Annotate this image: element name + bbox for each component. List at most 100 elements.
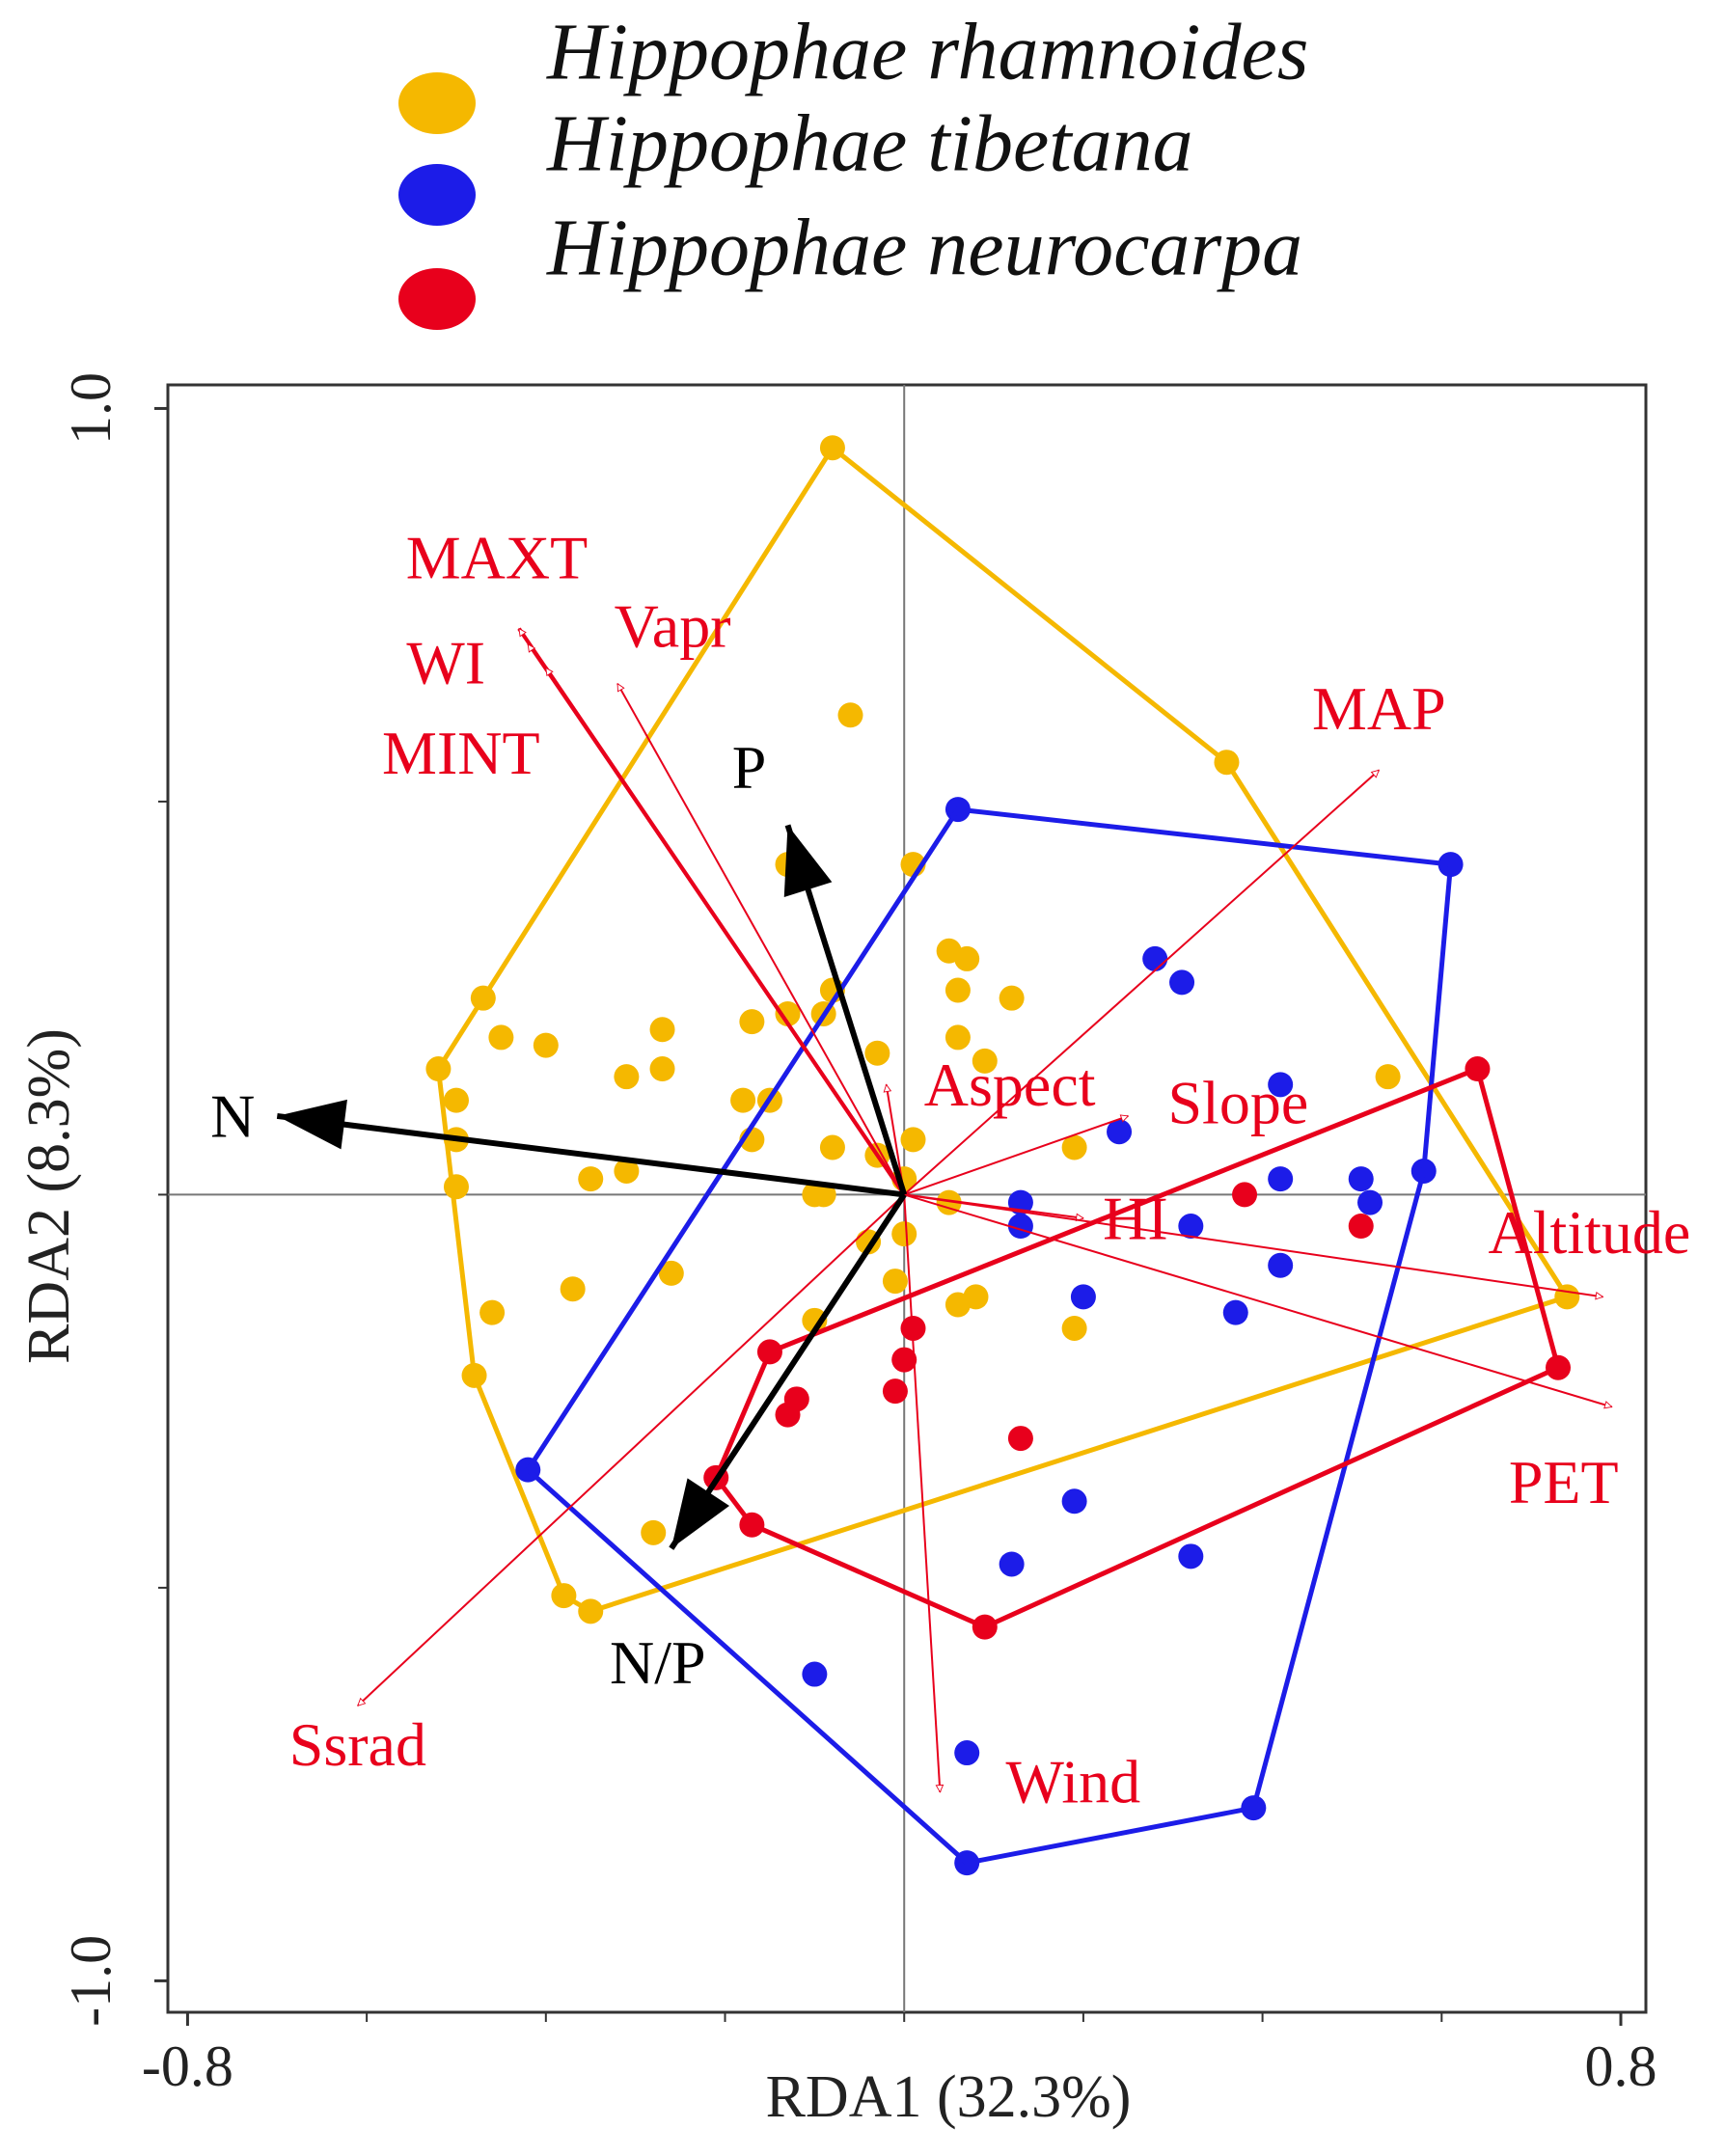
data-point <box>1142 945 1168 971</box>
legend-marker <box>398 268 476 330</box>
vector-label: PET <box>1509 1448 1619 1516</box>
vector-label: Aspect <box>924 1051 1096 1119</box>
data-point <box>1178 1543 1204 1569</box>
vector-arrow <box>903 1116 1128 1196</box>
data-point <box>972 1048 998 1074</box>
vector-label: Ssrad <box>289 1710 426 1779</box>
vector-label: Wind <box>1006 1747 1141 1815</box>
data-point <box>999 1551 1025 1577</box>
vector-label: MAP <box>1312 674 1446 743</box>
data-point <box>1268 1252 1294 1278</box>
data-point <box>963 1284 989 1310</box>
data-point <box>837 702 863 728</box>
plot-frame <box>166 383 1648 2014</box>
data-point <box>802 1307 828 1333</box>
vector-arrow <box>903 769 1379 1196</box>
data-point <box>1348 1166 1374 1192</box>
data-point <box>891 1221 917 1247</box>
data-point <box>614 1158 640 1184</box>
data-point <box>1070 1284 1096 1310</box>
data-point <box>1268 1166 1294 1192</box>
legend-label: Hippophae tibetana <box>546 98 1193 188</box>
data-point <box>775 1000 801 1026</box>
data-point <box>1232 1182 1258 1208</box>
data-point <box>819 1134 845 1160</box>
data-point <box>802 1661 828 1687</box>
data-point <box>1107 1119 1133 1145</box>
data-point <box>739 1009 765 1035</box>
data-point <box>1222 1299 1248 1325</box>
data-point <box>1375 1064 1401 1090</box>
vector-label: N <box>210 1082 255 1151</box>
legend-marker <box>398 164 476 226</box>
data-point <box>641 1519 667 1545</box>
data-point <box>810 1182 836 1208</box>
vector-arrow <box>616 684 906 1195</box>
vector-label: Slope <box>1167 1069 1308 1137</box>
y-axis-label: RDA2 (8.3%) <box>16 1028 82 1364</box>
data-point <box>864 1040 890 1066</box>
data-point <box>1169 969 1195 996</box>
data-point <box>1348 1214 1374 1240</box>
vector-label: P <box>732 733 767 802</box>
data-point <box>954 945 980 971</box>
y-tick-label: 1.0 <box>59 372 123 445</box>
x-tick-label: -0.8 <box>142 2034 233 2098</box>
data-point <box>1061 1488 1087 1515</box>
vector-label: MINT <box>382 719 540 787</box>
data-point <box>775 1402 801 1428</box>
x-tick-label: 0.8 <box>1585 2034 1657 2098</box>
data-point <box>578 1166 604 1192</box>
vector-label: HI <box>1103 1185 1168 1253</box>
data-point <box>479 1299 506 1325</box>
vector-label: MAXT <box>406 523 588 591</box>
group-hull <box>435 444 1572 1615</box>
data-point <box>882 1378 908 1405</box>
data-point <box>443 1174 469 1200</box>
vector-arrow <box>904 1193 1602 1296</box>
group-hull <box>524 806 1454 1866</box>
vector-label: Altitude <box>1489 1198 1691 1267</box>
legend-label: Hippophae rhamnoides <box>546 7 1308 96</box>
vector-arrow <box>544 667 906 1196</box>
data-point <box>443 1087 469 1113</box>
vector-head <box>783 825 833 897</box>
data-point <box>1268 1072 1294 1098</box>
data-point <box>954 1740 980 1766</box>
vector-arrow <box>276 1112 905 1198</box>
group-hull <box>713 1065 1561 1630</box>
y-tick-label: -1.0 <box>59 1935 123 2027</box>
data-point <box>900 1127 926 1153</box>
vector-arrow <box>669 1192 907 1550</box>
vector-arrow <box>358 1193 905 1706</box>
data-point <box>488 1024 514 1051</box>
data-point <box>560 1276 586 1302</box>
data-point <box>882 1269 908 1295</box>
data-point <box>1061 1315 1087 1341</box>
data-point <box>1061 1134 1087 1160</box>
vector-arrow <box>903 1193 1612 1406</box>
data-point <box>1357 1189 1383 1215</box>
vector-label: N/P <box>610 1628 706 1697</box>
data-point <box>999 985 1025 1011</box>
vector-label: WI <box>406 629 485 697</box>
vector-arrow <box>903 1194 940 1791</box>
vector-label: Vapr <box>615 591 731 660</box>
x-axis-label: RDA1 (32.3%) <box>766 2064 1132 2130</box>
data-point <box>1007 1426 1033 1452</box>
data-point <box>891 1347 917 1373</box>
legend-label: Hippophae neurocarpa <box>546 203 1302 292</box>
data-point <box>658 1260 684 1286</box>
data-point <box>936 1189 962 1215</box>
data-point <box>649 1056 675 1082</box>
data-point <box>649 1017 675 1043</box>
data-point <box>945 977 971 1003</box>
vector-head <box>671 1478 730 1549</box>
data-point <box>730 1087 756 1113</box>
data-point <box>614 1064 640 1090</box>
data-point <box>533 1032 559 1058</box>
data-point <box>1178 1214 1204 1240</box>
legend-marker <box>398 72 476 134</box>
vector-head <box>277 1099 347 1150</box>
